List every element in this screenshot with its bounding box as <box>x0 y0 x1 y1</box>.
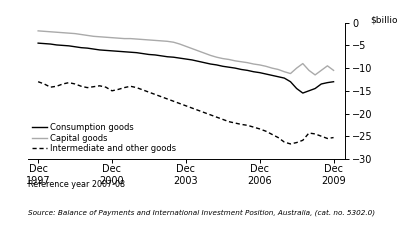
Legend: Consumption goods, Capital goods, Intermediate and other goods: Consumption goods, Capital goods, Interm… <box>32 123 176 153</box>
Text: Source: Balance of Payments and International Investment Position, Australia, (c: Source: Balance of Payments and Internat… <box>28 209 375 216</box>
Y-axis label: $billion: $billion <box>370 16 397 25</box>
Text: Reference year 2007-08: Reference year 2007-08 <box>28 180 125 189</box>
